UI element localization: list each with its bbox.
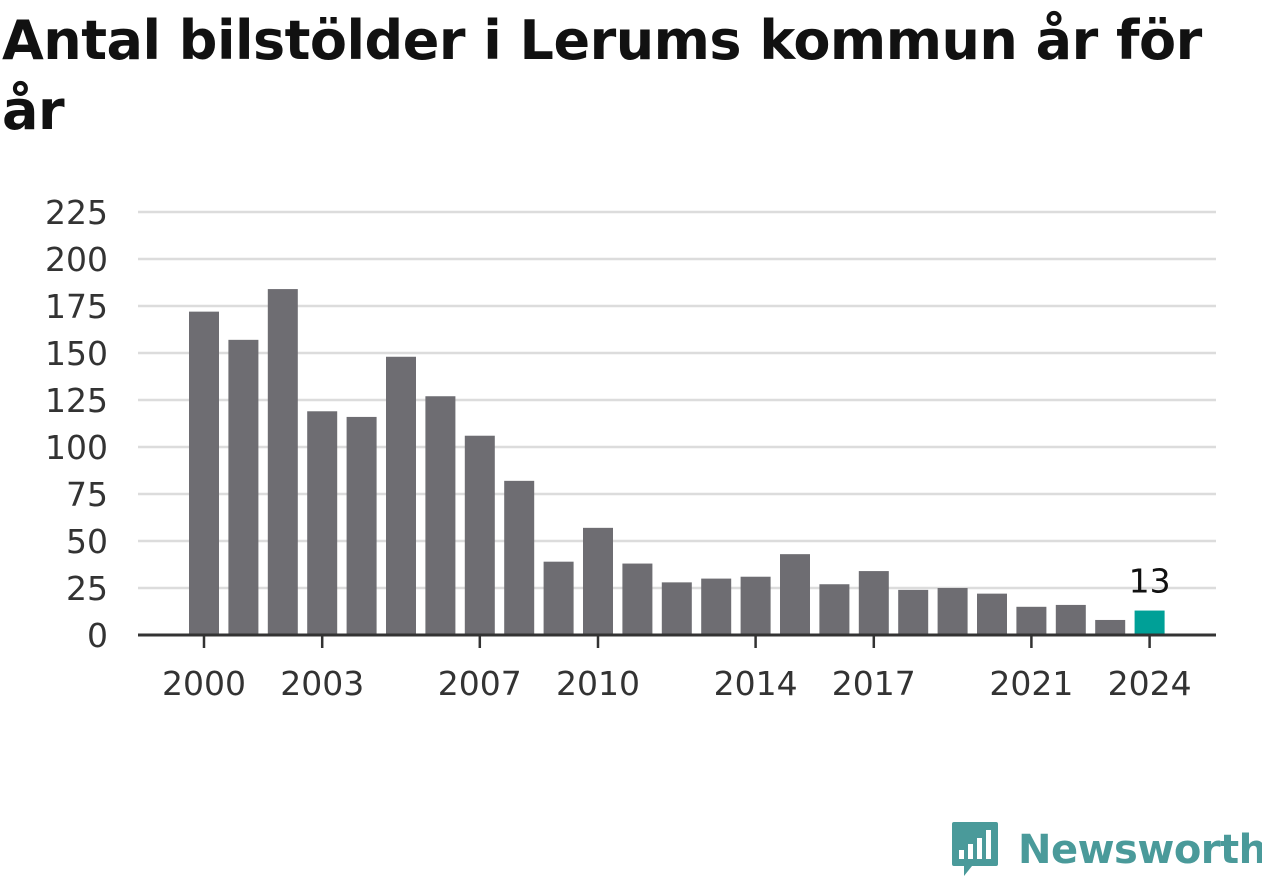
y-axis-ticks: 0 25 50 75 100 125 150 175 200 225 [45,193,108,655]
x-axis-ticks: 2000 2003 2007 2010 2014 2017 2021 2024 [162,635,1192,703]
x-tick-label: 2017 [832,664,916,703]
bar-2004 [346,416,377,635]
bar-2010 [583,527,613,635]
bar-2022 [1055,604,1086,635]
bar-2020 [977,593,1007,635]
y-tick-label: 175 [45,287,108,326]
bar-2011 [622,563,653,635]
y-tick-label: 225 [45,193,108,232]
bar-2006 [425,396,456,635]
bar-2019 [937,588,968,635]
y-tick-label: 0 [87,616,108,655]
y-tick-label: 125 [45,381,108,420]
bar-2000 [189,311,219,635]
bar-2008 [504,480,535,635]
x-tick-label: 2024 [1108,664,1192,703]
x-tick-label: 2000 [162,664,246,703]
bar-2014 [740,576,771,635]
y-tick-label: 50 [66,522,108,561]
bar-2023 [1095,619,1126,635]
bar-2013 [701,578,732,635]
newsworthy-chart-bubble-icon [952,822,998,876]
x-tick-label: 2021 [989,664,1073,703]
bar-2024 [1134,610,1165,635]
y-tick-label: 75 [66,475,108,514]
x-tick-label: 2007 [438,664,522,703]
bar-2002 [267,289,298,635]
newsworthy-logo: Newsworthy [950,820,1262,880]
x-tick-label: 2003 [280,664,364,703]
bars [189,289,1165,635]
bar-2003 [307,411,338,635]
y-tick-label: 200 [45,240,108,279]
bar-2005 [386,356,416,635]
bar-2016 [819,584,850,635]
data-label: 13 [1129,562,1171,601]
data-labels: 13 [1129,562,1171,601]
y-tick-label: 25 [66,569,108,608]
bar-2012 [661,582,692,635]
x-tick-label: 2010 [556,664,640,703]
y-tick-label: 150 [45,334,108,373]
bar-2007 [464,435,495,635]
chart-title: Antal bilstölder i Lerums kommun år för … [2,9,1202,142]
x-tick-label: 2014 [714,664,798,703]
bar-2017 [858,571,889,635]
gridlines [138,210,1216,590]
brand-name: Newsworthy [1018,827,1262,873]
y-tick-label: 100 [45,428,108,467]
bar-2015 [780,554,810,635]
bar-2009 [543,561,574,635]
bar-2021 [1016,606,1047,635]
bar-2018 [898,589,929,635]
bar-2001 [228,339,259,635]
